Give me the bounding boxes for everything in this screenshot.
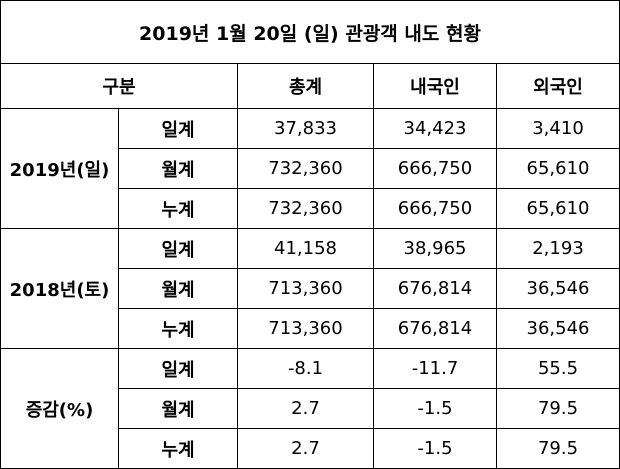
header-row: 구분 총계 내국인 외국인 (0, 63, 620, 109)
data-row: 누계 713,360 676,814 36,546 (1, 308, 620, 349)
header-cell: 구분 (0, 63, 238, 109)
value-cell: 2.7 (237, 388, 374, 429)
data-row: 월계 713,360 676,814 36,546 (1, 268, 620, 309)
data-row: 2018년(토) 일계 41,158 38,965 2,193 (0, 228, 620, 349)
value-cell: 36,546 (496, 308, 620, 349)
data-row: 누계 732,360 666,750 65,610 (1, 188, 620, 229)
value-cell: 732,360 (237, 188, 374, 229)
value-cell: 41,158 (237, 228, 374, 269)
row-label: 누계 (118, 188, 238, 229)
data-row: 증감(%) 일계 -8.1 -11.7 55.5 (0, 348, 620, 469)
value-cell: -1.5 (373, 428, 497, 469)
value-cell: 79.5 (496, 388, 620, 429)
row-label: 누계 (118, 428, 238, 469)
row-label: 누계 (118, 308, 238, 349)
value-cell: -11.7 (373, 348, 497, 389)
row-label: 일계 (118, 108, 238, 149)
value-cell: 732,360 (237, 148, 374, 189)
data-row: 월계 2.7 -1.5 79.5 (1, 388, 620, 429)
value-cell: 65,610 (496, 148, 620, 189)
value-cell: 676,814 (373, 268, 497, 309)
value-cell: -8.1 (237, 348, 374, 389)
value-cell: 65,610 (496, 188, 620, 229)
header-cell: 내국인 (373, 63, 497, 109)
data-row: 2019년(일) 일계 37,833 34,423 3,410 (0, 108, 620, 229)
value-cell: 38,965 (373, 228, 497, 269)
value-cell: 666,750 (373, 148, 497, 189)
value-cell: 676,814 (373, 308, 497, 349)
group-label: 2018년(토) (0, 228, 119, 349)
data-row: 누계 2.7 -1.5 79.5 (1, 428, 620, 469)
value-cell: 666,750 (373, 188, 497, 229)
value-cell: 36,546 (496, 268, 620, 309)
header-cell: 총계 (237, 63, 374, 109)
row-label: 월계 (118, 148, 238, 189)
value-cell: 2,193 (496, 228, 620, 269)
value-cell: 34,423 (373, 108, 497, 149)
value-cell: 3,410 (496, 108, 620, 149)
row-label: 월계 (118, 268, 238, 309)
value-cell: 37,833 (237, 108, 374, 149)
row-label: 월계 (118, 388, 238, 429)
value-cell: 55.5 (496, 348, 620, 389)
value-cell: 79.5 (496, 428, 620, 469)
title-row: 2019년 1월 20일 (일) 관광객 내도 현황 (0, 0, 620, 64)
row-label: 일계 (118, 348, 238, 389)
group-label: 증감(%) (0, 348, 119, 469)
group-label: 2019년(일) (0, 108, 119, 229)
value-cell: -1.5 (373, 388, 497, 429)
data-row: 월계 732,360 666,750 65,610 (1, 148, 620, 189)
value-cell: 713,360 (237, 308, 374, 349)
value-cell: 713,360 (237, 268, 374, 309)
value-cell: 2.7 (237, 428, 374, 469)
table-title: 2019년 1월 20일 (일) 관광객 내도 현황 (0, 0, 620, 64)
header-cell: 외국인 (496, 63, 620, 109)
row-label: 일계 (118, 228, 238, 269)
